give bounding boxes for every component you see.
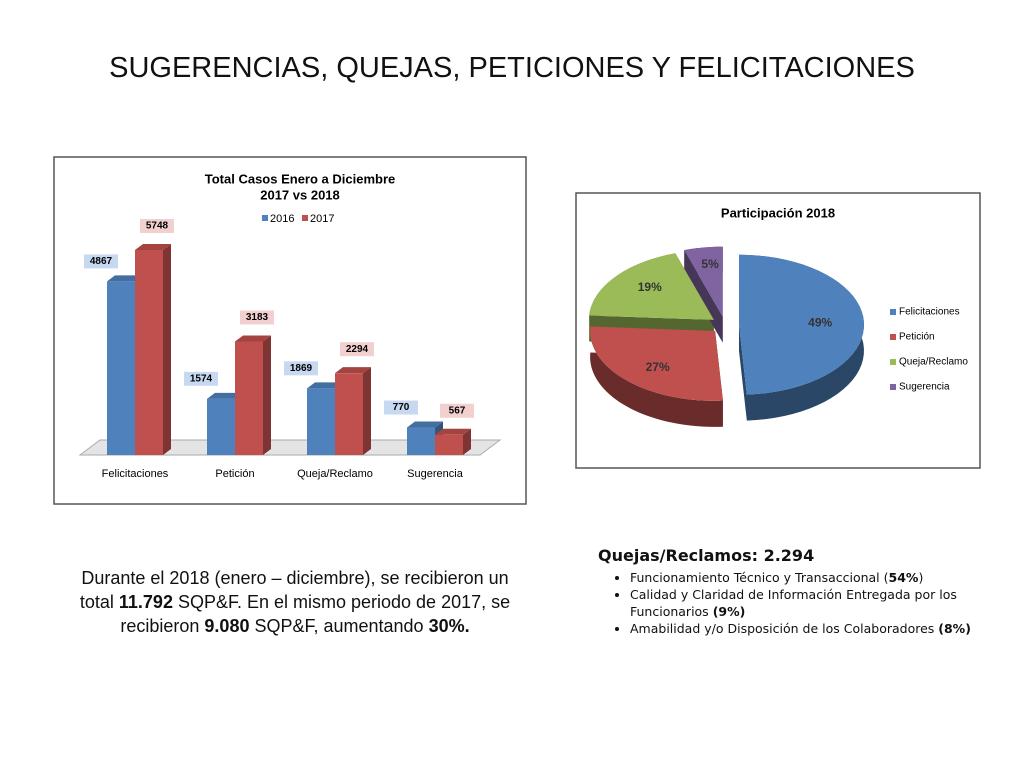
bar-side: [263, 335, 271, 455]
legend-label: 2016: [270, 213, 294, 225]
legend-label: Felicitaciones: [899, 307, 960, 318]
value-label: 567: [449, 405, 466, 416]
item-figure: (9%): [712, 604, 746, 619]
value-label-box: [384, 400, 418, 415]
bar: [335, 373, 363, 455]
value-label-box: [440, 403, 474, 418]
bar-chart-title: Total Casos Enero a Diciembre: [205, 171, 396, 186]
summary-figure: 11.792: [118, 592, 173, 612]
summary-text: SQP&F, aumentando: [249, 616, 429, 636]
bar: [407, 427, 435, 455]
slide-title: SUGERENCIAS, QUEJAS, PETICIONES Y FELICI…: [109, 52, 915, 84]
item-figure: 54%: [888, 570, 919, 585]
complaint-item: Funcionamiento Técnico y Transaccional (…: [630, 569, 998, 586]
bar-side: [163, 244, 171, 455]
bar-side: [463, 428, 471, 455]
bar-top: [307, 382, 343, 389]
legend-label: Petición: [899, 332, 935, 343]
bar: [235, 341, 263, 455]
summary: Durante el 2018 (enero – diciembre), se …: [70, 566, 520, 638]
bar-top: [435, 428, 471, 435]
legend-label: 2017: [310, 213, 334, 225]
bar-top: [335, 367, 371, 374]
bar-side: [363, 367, 371, 455]
complaint-item: Calidad y Claridad de Información Entreg…: [630, 586, 998, 620]
value-label: 1869: [290, 363, 313, 374]
legend-swatch: [890, 359, 896, 365]
legend-swatch: [890, 384, 896, 390]
x-tick-label: Sugerencia: [407, 468, 464, 480]
bar: [307, 388, 335, 455]
value-label-box: [140, 219, 174, 233]
legend-label: Sugerencia: [899, 382, 950, 393]
x-tick-label: Petición: [215, 468, 254, 480]
value-label: 4867: [90, 256, 113, 267]
value-label-box: [240, 310, 274, 325]
summary-text: SQP&F. En el mismo periodo de 2017, se r…: [120, 592, 511, 636]
value-label: 5748: [146, 221, 169, 232]
item-text: Calidad y Claridad de Información Entreg…: [630, 587, 957, 619]
x-tick-label: Felicitaciones: [102, 468, 169, 480]
pie-slice: [590, 326, 723, 401]
legend-swatch: [890, 334, 896, 340]
bar-chart-subtitle: 2017 vs 2018: [260, 187, 340, 202]
pie-label: 27%: [646, 360, 670, 374]
item-text: ): [918, 570, 924, 585]
complaints: Quejas/Reclamos: 2.294 Funcionamiento Té…: [598, 546, 998, 637]
pie-label: 19%: [638, 280, 662, 294]
pie-slice: [589, 253, 714, 320]
summary-figure: 30%.: [428, 616, 470, 636]
bar-top: [207, 392, 243, 399]
bar: [435, 434, 463, 455]
value-label-box: [184, 371, 218, 386]
bar-top: [235, 335, 271, 342]
value-label-box: [284, 361, 318, 376]
item-figure: (8%): [938, 621, 971, 636]
bar: [107, 281, 135, 455]
value-label-box: [340, 342, 374, 357]
item-text: Amabilidad y/o Disposición de los Colabo…: [630, 621, 939, 636]
complaints-heading: Quejas/Reclamos: 2.294: [598, 546, 815, 565]
pie-slice: [738, 254, 864, 395]
bar-top: [107, 275, 143, 282]
complaint-item: Amabilidad y/o Disposición de los Colabo…: [630, 620, 998, 637]
bar-top: [407, 421, 443, 428]
bar-top: [135, 244, 171, 250]
value-label-box: [84, 254, 118, 269]
bar: [135, 250, 163, 455]
value-label: 2294: [346, 344, 369, 355]
legend-swatch: [262, 215, 268, 221]
value-label: 3183: [246, 312, 269, 323]
legend-label: Queja/Reclamo: [899, 357, 968, 368]
complaints-list: Funcionamiento Técnico y Transaccional (…: [598, 569, 998, 637]
pie-label: 5%: [701, 257, 719, 271]
value-label: 770: [393, 402, 410, 413]
summary-figure: 9.080: [204, 616, 250, 636]
pie-label: 49%: [808, 315, 832, 329]
pie-chart-title: Participación 2018: [721, 205, 835, 220]
x-tick-label: Queja/Reclamo: [297, 468, 373, 480]
summary-text: Durante el 2018 (enero – diciembre), se …: [79, 568, 509, 612]
legend-swatch: [302, 215, 308, 221]
bar: [207, 398, 235, 455]
legend-swatch: [890, 309, 896, 315]
value-label: 1574: [190, 374, 213, 385]
pie-slice: [684, 246, 723, 317]
item-text: Funcionamiento Técnico y Transaccional (: [630, 570, 889, 585]
